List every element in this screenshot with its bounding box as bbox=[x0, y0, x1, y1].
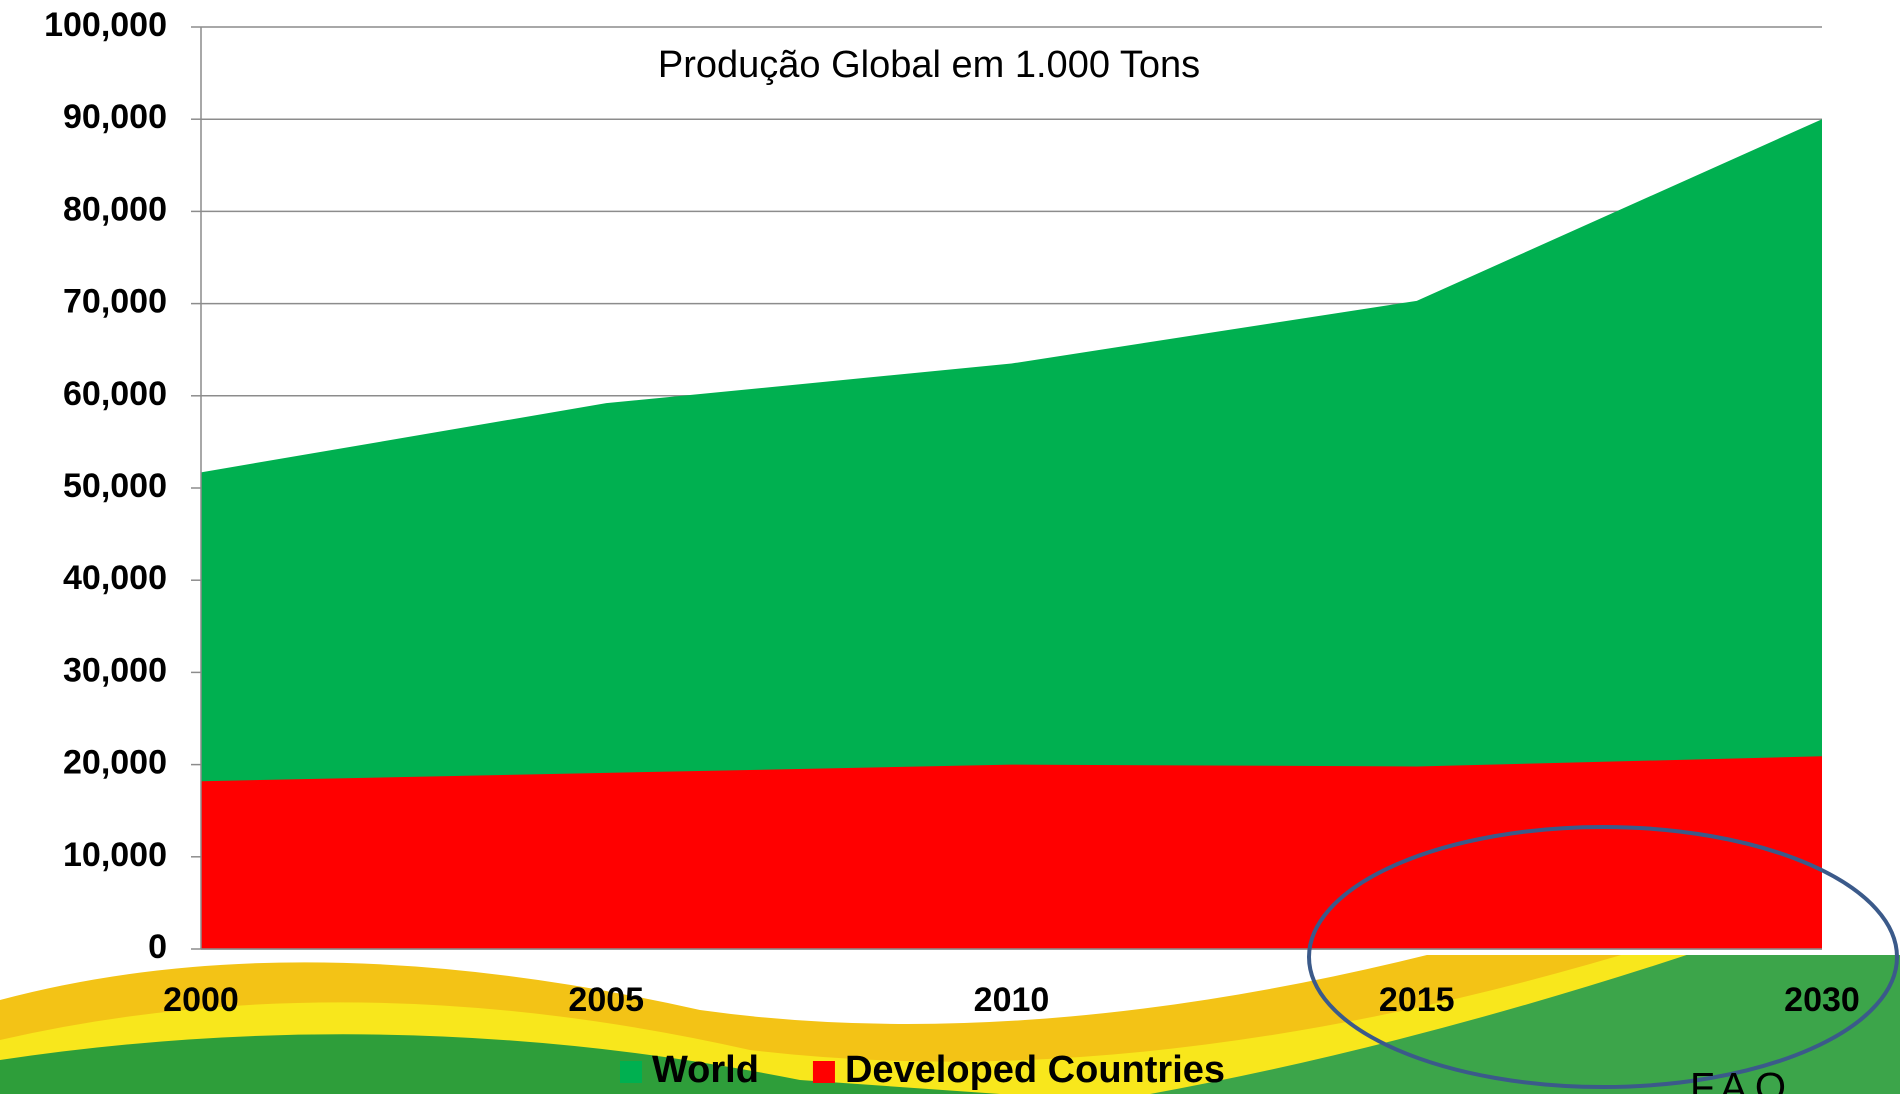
area bbox=[201, 119, 1822, 949]
area bbox=[201, 756, 1822, 949]
y-tick-label: 0 bbox=[148, 928, 167, 966]
legend: World Developed Countries bbox=[620, 1049, 1225, 1091]
legend-label: World bbox=[652, 1049, 759, 1091]
source-annotation: FAO bbox=[1690, 1066, 1794, 1094]
x-tick-label: 2030 bbox=[1784, 981, 1860, 1019]
plot-area: 0 10,000 20,000 30,000 40,000 50,000 60,000 70,… bbox=[44, 6, 1860, 1019]
y-tick-label: 40,000 bbox=[63, 559, 167, 597]
y-tick-label: 10,000 bbox=[63, 836, 167, 874]
chart-title: Produção Global em 1.000 Tons bbox=[658, 44, 1200, 86]
y-tick-label: 90,000 bbox=[63, 98, 167, 136]
y-tick-label: 50,000 bbox=[63, 467, 167, 505]
y-tick-label: 30,000 bbox=[63, 651, 167, 689]
legend-label: Developed Countries bbox=[845, 1049, 1225, 1091]
legend-swatch bbox=[812, 1061, 835, 1083]
y-tick-label: 100,000 bbox=[44, 6, 167, 44]
legend-swatch bbox=[620, 1061, 642, 1083]
x-tick-label: 2010 bbox=[974, 981, 1050, 1019]
background-swoosh bbox=[0, 800, 1900, 1094]
highlight-ellipse bbox=[1307, 825, 1899, 1089]
x-tick-label: 2015 bbox=[1379, 981, 1455, 1019]
y-tick-label: 60,000 bbox=[63, 375, 167, 413]
x-tick-label: 2005 bbox=[568, 981, 644, 1019]
x-tick-label: 2000 bbox=[163, 981, 239, 1019]
y-tick-label: 80,000 bbox=[63, 190, 167, 228]
y-tick-label: 20,000 bbox=[63, 744, 167, 782]
y-tick-label: 70,000 bbox=[63, 283, 167, 321]
